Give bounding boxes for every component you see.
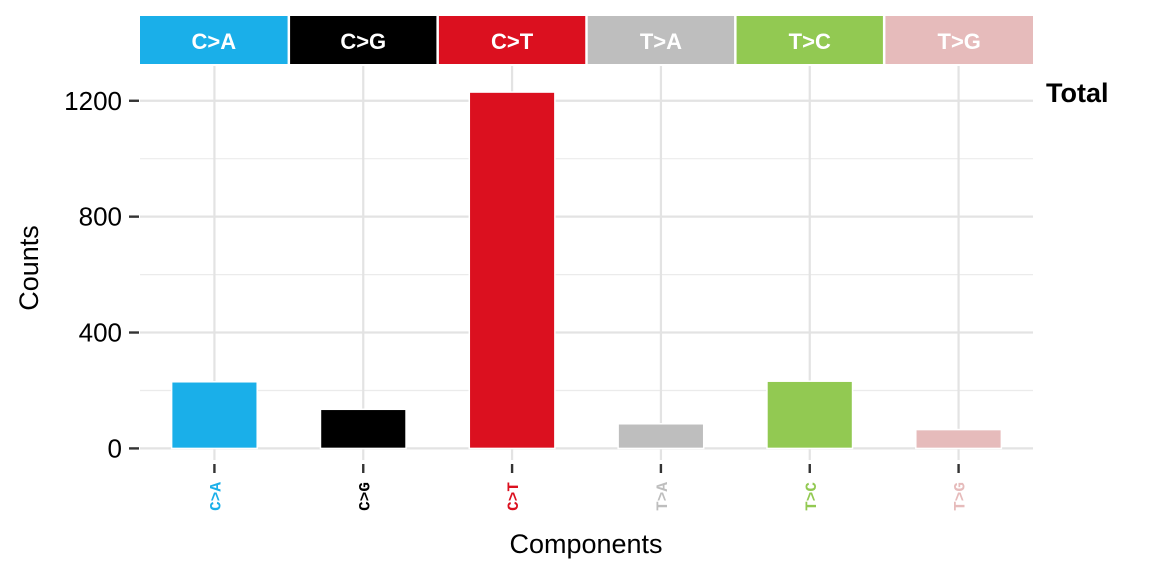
y-axis-title: Counts [14,225,44,311]
bar [170,381,258,450]
facet-strip-label: T>G [938,29,981,54]
x-tick-label: T>G [952,482,970,511]
x-tick-label: T>C [803,482,821,511]
facet-strip [140,16,288,64]
facet-strip [438,16,586,64]
x-tick-label: C>T [505,482,523,511]
y-tick-label: 800 [79,202,122,232]
y-axis: 0 400 800 1200 [64,86,139,463]
minor-gridlines [140,158,1033,392]
facet-strip [587,16,735,64]
y-tick-label: 400 [79,318,122,348]
bar [915,428,1003,450]
facet-strip-label: C>A [191,29,236,54]
facet-strip-label: C>G [340,29,386,54]
bar [766,380,854,450]
x-tick-label: C>A [207,482,225,511]
bar [319,408,407,450]
facet-strip [736,16,883,64]
x-axis: C>A C>G C>T T>A T>C T>G [207,464,970,511]
y-tick-label: 1200 [64,86,122,116]
y-tick-label: 0 [108,433,122,463]
facet-strip-label: T>C [789,29,831,54]
facet-label-total: Total [1046,78,1109,108]
facet-strip [290,16,437,64]
bar [468,91,556,450]
bar [617,423,705,450]
facet-strip-label: T>A [640,29,682,54]
facet-strip [885,16,1033,64]
facet-strip-label: C>T [491,29,534,54]
x-axis-title: Components [509,529,662,559]
plot-panel [140,66,1033,460]
x-tick-label: C>G [356,482,374,511]
bars [170,91,1003,450]
major-gridlines [140,66,1033,460]
facet-strips: C>A C>G C>T T>A T>C T>G [140,16,1033,64]
x-tick-label: T>A [654,482,672,511]
